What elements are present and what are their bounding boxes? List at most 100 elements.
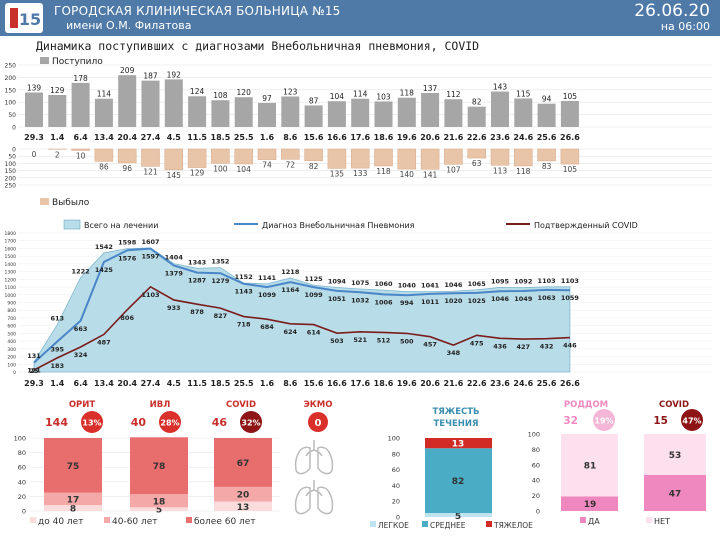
- total-value-label: 1094: [328, 278, 347, 286]
- admitted-bar: [211, 100, 230, 127]
- admitted-bar: [281, 96, 300, 127]
- y-tick-label: 60: [532, 461, 540, 469]
- hospital-logo: 15: [5, 3, 43, 33]
- stat-badge: [308, 412, 328, 432]
- age-legend-label: более 60 лет: [194, 517, 256, 527]
- stat-value: 40: [131, 416, 147, 429]
- x-tick-label: 20.6: [420, 133, 440, 142]
- discharged-bar: [490, 148, 510, 166]
- y-tick-label: 50: [8, 112, 16, 119]
- total-value-label: 1152: [235, 273, 253, 281]
- logo-number: 15: [19, 10, 41, 29]
- pneumonia-value-label: 1051: [328, 295, 347, 303]
- age-segment-label: 5: [156, 506, 162, 516]
- covid-title: COVID: [659, 400, 689, 410]
- admitted-value-label: 82: [472, 98, 482, 107]
- discharged-value-label: 83: [542, 162, 552, 171]
- discharged-bar: [281, 148, 300, 160]
- legend-label-discharged: Выбыло: [52, 198, 90, 208]
- covid-value-label: 457: [423, 341, 437, 349]
- birth-percent: 19%: [594, 417, 613, 426]
- discharged-bar: [71, 148, 90, 151]
- total-value-label: 1352: [211, 258, 229, 266]
- x-tick-label: 29.3: [24, 379, 44, 388]
- total-value-label: 131: [27, 352, 41, 360]
- total-value-label: 1092: [514, 278, 532, 286]
- stat-percent: 13%: [82, 419, 101, 428]
- birth-title: РОДДОМ: [564, 400, 608, 410]
- age-legend-swatch: [104, 517, 110, 523]
- total-value-label: 1103: [561, 277, 579, 285]
- age-segment-label: 18: [153, 497, 166, 507]
- discharged-bar: [304, 148, 323, 162]
- total-value-label: 1222: [72, 268, 90, 276]
- legend-label-pneumonia: Диагноз Внебольничная Пневмония: [262, 221, 415, 230]
- admitted-value-label: 139: [27, 84, 42, 93]
- y-tick-label: 20: [392, 498, 400, 506]
- y-tick-label: 80: [18, 449, 26, 457]
- age-segment-label: 13: [237, 503, 250, 513]
- lungs-icon: [294, 480, 334, 515]
- admitted-value-label: 112: [446, 90, 461, 99]
- y-tick-label: 80: [392, 450, 400, 458]
- right-lung-shape: [317, 486, 334, 515]
- covid-segment-label: 53: [669, 451, 682, 461]
- left-lung-shape: [294, 486, 311, 515]
- covid-legend-swatch: [580, 517, 586, 523]
- discharged-value-label: 72: [286, 160, 296, 169]
- y-tick-label: 900: [7, 301, 16, 307]
- y-tick-label: 1600: [5, 246, 17, 252]
- discharged-bar: [420, 148, 440, 170]
- y-tick-label: 80: [532, 446, 540, 454]
- age-segment-label: 78: [153, 462, 166, 472]
- x-tick-label: 19.6: [397, 379, 417, 388]
- admitted-value-label: 129: [50, 86, 65, 95]
- admitted-value-label: 114: [97, 90, 112, 99]
- discharged-value-label: 140: [400, 170, 415, 179]
- severity-title: ТЯЖЕСТЬ: [432, 407, 479, 417]
- admitted-bar: [94, 98, 113, 127]
- x-tick-label: 8.6: [283, 379, 298, 388]
- pneumonia-line: [33, 247, 570, 364]
- pneumonia-value-label: 1576: [118, 254, 137, 262]
- covid-segment: [644, 474, 706, 511]
- birth-segment: [561, 434, 618, 497]
- x-tick-label: 20.6: [420, 379, 440, 388]
- pneumonia-value-label: 1032: [351, 296, 369, 304]
- discharged-value-label: 118: [516, 167, 531, 176]
- severity-segment-label: 13: [452, 440, 465, 450]
- x-tick-label: 23.6: [490, 133, 510, 142]
- discharged-value-label: 96: [122, 164, 132, 173]
- x-tick-label: 15.6: [304, 133, 324, 142]
- discharged-value-label: 0: [32, 150, 37, 159]
- pneumonia-value-label: 1425: [95, 266, 114, 274]
- stat-value: 144: [45, 416, 68, 429]
- x-tick-label: 26.6: [560, 133, 580, 142]
- admitted-value-label: 192: [167, 70, 182, 79]
- discharged-value-label: 2: [55, 150, 60, 159]
- discharged-value-label: 74: [262, 161, 272, 170]
- x-tick-label: 22.6: [467, 133, 487, 142]
- pneumonia-value-label: 1059: [561, 294, 580, 302]
- total-value-label: 1218: [281, 268, 300, 276]
- admitted-bar: [188, 96, 207, 127]
- covid-value-label: 432: [540, 343, 554, 351]
- y-tick-label: 0: [12, 125, 16, 132]
- total-value-label: 1065: [468, 280, 487, 288]
- header-bar: 15 ГОРОДСКАЯ КЛИНИЧЕСКАЯ БОЛЬНИЦА №15 им…: [0, 0, 720, 36]
- pneumonia-value-label: 1099: [305, 291, 324, 299]
- y-tick-label: 40: [532, 477, 540, 485]
- age-segment: [214, 486, 272, 502]
- discharged-bar: [211, 148, 230, 164]
- admitted-bar: [374, 101, 393, 127]
- covid-value-label: 512: [377, 336, 391, 344]
- pneumonia-value-label: 1020: [444, 297, 463, 305]
- stat-title: ОРИТ: [69, 400, 96, 410]
- x-tick-label: 16.6: [327, 379, 347, 388]
- age-segment: [44, 505, 102, 511]
- x-tick-label: 6.4: [74, 379, 89, 388]
- x-tick-label: 4.5: [167, 379, 182, 388]
- admitted-bar: [537, 103, 556, 127]
- discharged-value-label: 82: [309, 162, 319, 171]
- discharged-bar: [187, 148, 207, 168]
